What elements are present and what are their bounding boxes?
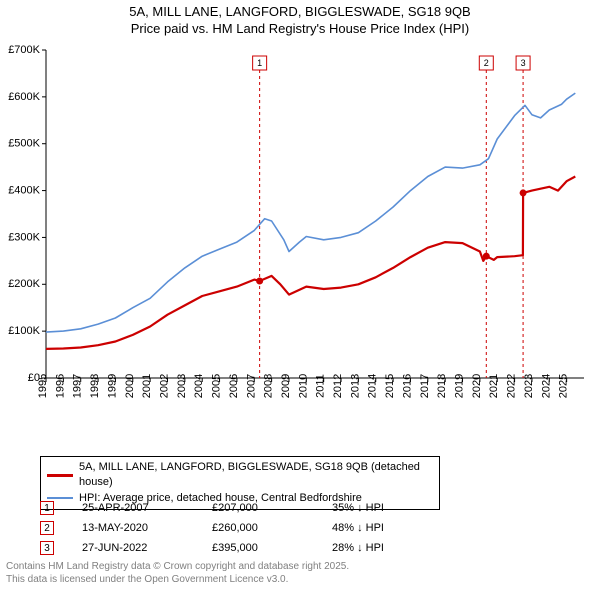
title-line-1: 5A, MILL LANE, LANGFORD, BIGGLESWADE, SG… bbox=[0, 4, 600, 21]
transaction-price: £260,000 bbox=[212, 522, 332, 534]
svg-text:2005: 2005 bbox=[211, 374, 223, 398]
transaction-delta: 35% ↓ HPI bbox=[332, 502, 452, 514]
svg-text:2003: 2003 bbox=[176, 374, 188, 398]
svg-text:£500K: £500K bbox=[8, 138, 40, 150]
svg-text:2017: 2017 bbox=[419, 374, 431, 398]
title-block: 5A, MILL LANE, LANGFORD, BIGGLESWADE, SG… bbox=[0, 0, 600, 38]
transaction-delta: 48% ↓ HPI bbox=[332, 522, 452, 534]
svg-text:£300K: £300K bbox=[8, 231, 40, 243]
svg-text:3: 3 bbox=[521, 58, 526, 68]
svg-text:2020: 2020 bbox=[471, 374, 483, 398]
title-line-2: Price paid vs. HM Land Registry's House … bbox=[0, 21, 600, 38]
svg-text:2006: 2006 bbox=[228, 374, 240, 398]
transaction-row: 3 27-JUN-2022£395,00028% ↓ HPI bbox=[40, 538, 452, 558]
svg-text:£200K: £200K bbox=[8, 278, 40, 290]
transaction-row: 2 13-MAY-2020£260,00048% ↓ HPI bbox=[40, 518, 452, 538]
chart-svg: £0£100K£200K£300K£400K£500K£600K£700K199… bbox=[36, 44, 588, 424]
svg-text:£700K: £700K bbox=[8, 44, 40, 56]
svg-text:2007: 2007 bbox=[245, 374, 257, 398]
legend-label-1: 5A, MILL LANE, LANGFORD, BIGGLESWADE, SG… bbox=[79, 460, 433, 491]
transaction-badge: 2 bbox=[40, 521, 54, 535]
svg-text:2021: 2021 bbox=[488, 374, 500, 398]
svg-text:2000: 2000 bbox=[124, 374, 136, 398]
chart-plot-area: £0£100K£200K£300K£400K£500K£600K£700K199… bbox=[36, 44, 588, 424]
svg-text:1998: 1998 bbox=[89, 374, 101, 398]
svg-text:1: 1 bbox=[257, 58, 262, 68]
transaction-date: 27-JUN-2022 bbox=[82, 542, 212, 554]
svg-text:2004: 2004 bbox=[193, 374, 205, 398]
transaction-row: 1 25-APR-2007£207,00035% ↓ HPI bbox=[40, 498, 452, 518]
svg-text:2014: 2014 bbox=[367, 374, 379, 398]
svg-text:2009: 2009 bbox=[280, 374, 292, 398]
svg-text:2013: 2013 bbox=[349, 374, 361, 398]
transaction-date: 25-APR-2007 bbox=[82, 502, 212, 514]
svg-text:2: 2 bbox=[484, 58, 489, 68]
legend-swatch-1 bbox=[47, 474, 73, 477]
svg-text:2024: 2024 bbox=[540, 374, 552, 398]
svg-text:1996: 1996 bbox=[54, 374, 66, 398]
legend-row-1: 5A, MILL LANE, LANGFORD, BIGGLESWADE, SG… bbox=[47, 460, 433, 491]
svg-text:2012: 2012 bbox=[332, 374, 344, 398]
attribution: Contains HM Land Registry data © Crown c… bbox=[6, 560, 349, 586]
transaction-price: £207,000 bbox=[212, 502, 332, 514]
svg-text:1995: 1995 bbox=[37, 374, 49, 398]
svg-text:£400K: £400K bbox=[8, 184, 40, 196]
svg-text:2018: 2018 bbox=[436, 374, 448, 398]
svg-text:2001: 2001 bbox=[141, 374, 153, 398]
svg-text:2023: 2023 bbox=[523, 374, 535, 398]
svg-text:2016: 2016 bbox=[401, 374, 413, 398]
transactions-table: 1 25-APR-2007£207,00035% ↓ HPI 2 13-MAY-202… bbox=[40, 498, 452, 558]
svg-text:2022: 2022 bbox=[506, 374, 518, 398]
svg-text:2025: 2025 bbox=[558, 374, 570, 398]
svg-text:2019: 2019 bbox=[454, 374, 466, 398]
attribution-line-2: This data is licensed under the Open Gov… bbox=[6, 573, 349, 586]
svg-text:1997: 1997 bbox=[72, 374, 84, 398]
transaction-badge: 3 bbox=[40, 541, 54, 555]
transaction-date: 13-MAY-2020 bbox=[82, 522, 212, 534]
svg-text:2010: 2010 bbox=[297, 374, 309, 398]
svg-text:2015: 2015 bbox=[384, 374, 396, 398]
svg-text:£600K: £600K bbox=[8, 91, 40, 103]
svg-text:2002: 2002 bbox=[158, 374, 170, 398]
svg-text:2008: 2008 bbox=[263, 374, 275, 398]
transaction-badge: 1 bbox=[40, 501, 54, 515]
svg-text:1999: 1999 bbox=[106, 374, 118, 398]
transaction-delta: 28% ↓ HPI bbox=[332, 542, 452, 554]
attribution-line-1: Contains HM Land Registry data © Crown c… bbox=[6, 560, 349, 573]
transaction-price: £395,000 bbox=[212, 542, 332, 554]
chart-container: 5A, MILL LANE, LANGFORD, BIGGLESWADE, SG… bbox=[0, 0, 600, 590]
svg-text:£100K: £100K bbox=[8, 325, 40, 337]
